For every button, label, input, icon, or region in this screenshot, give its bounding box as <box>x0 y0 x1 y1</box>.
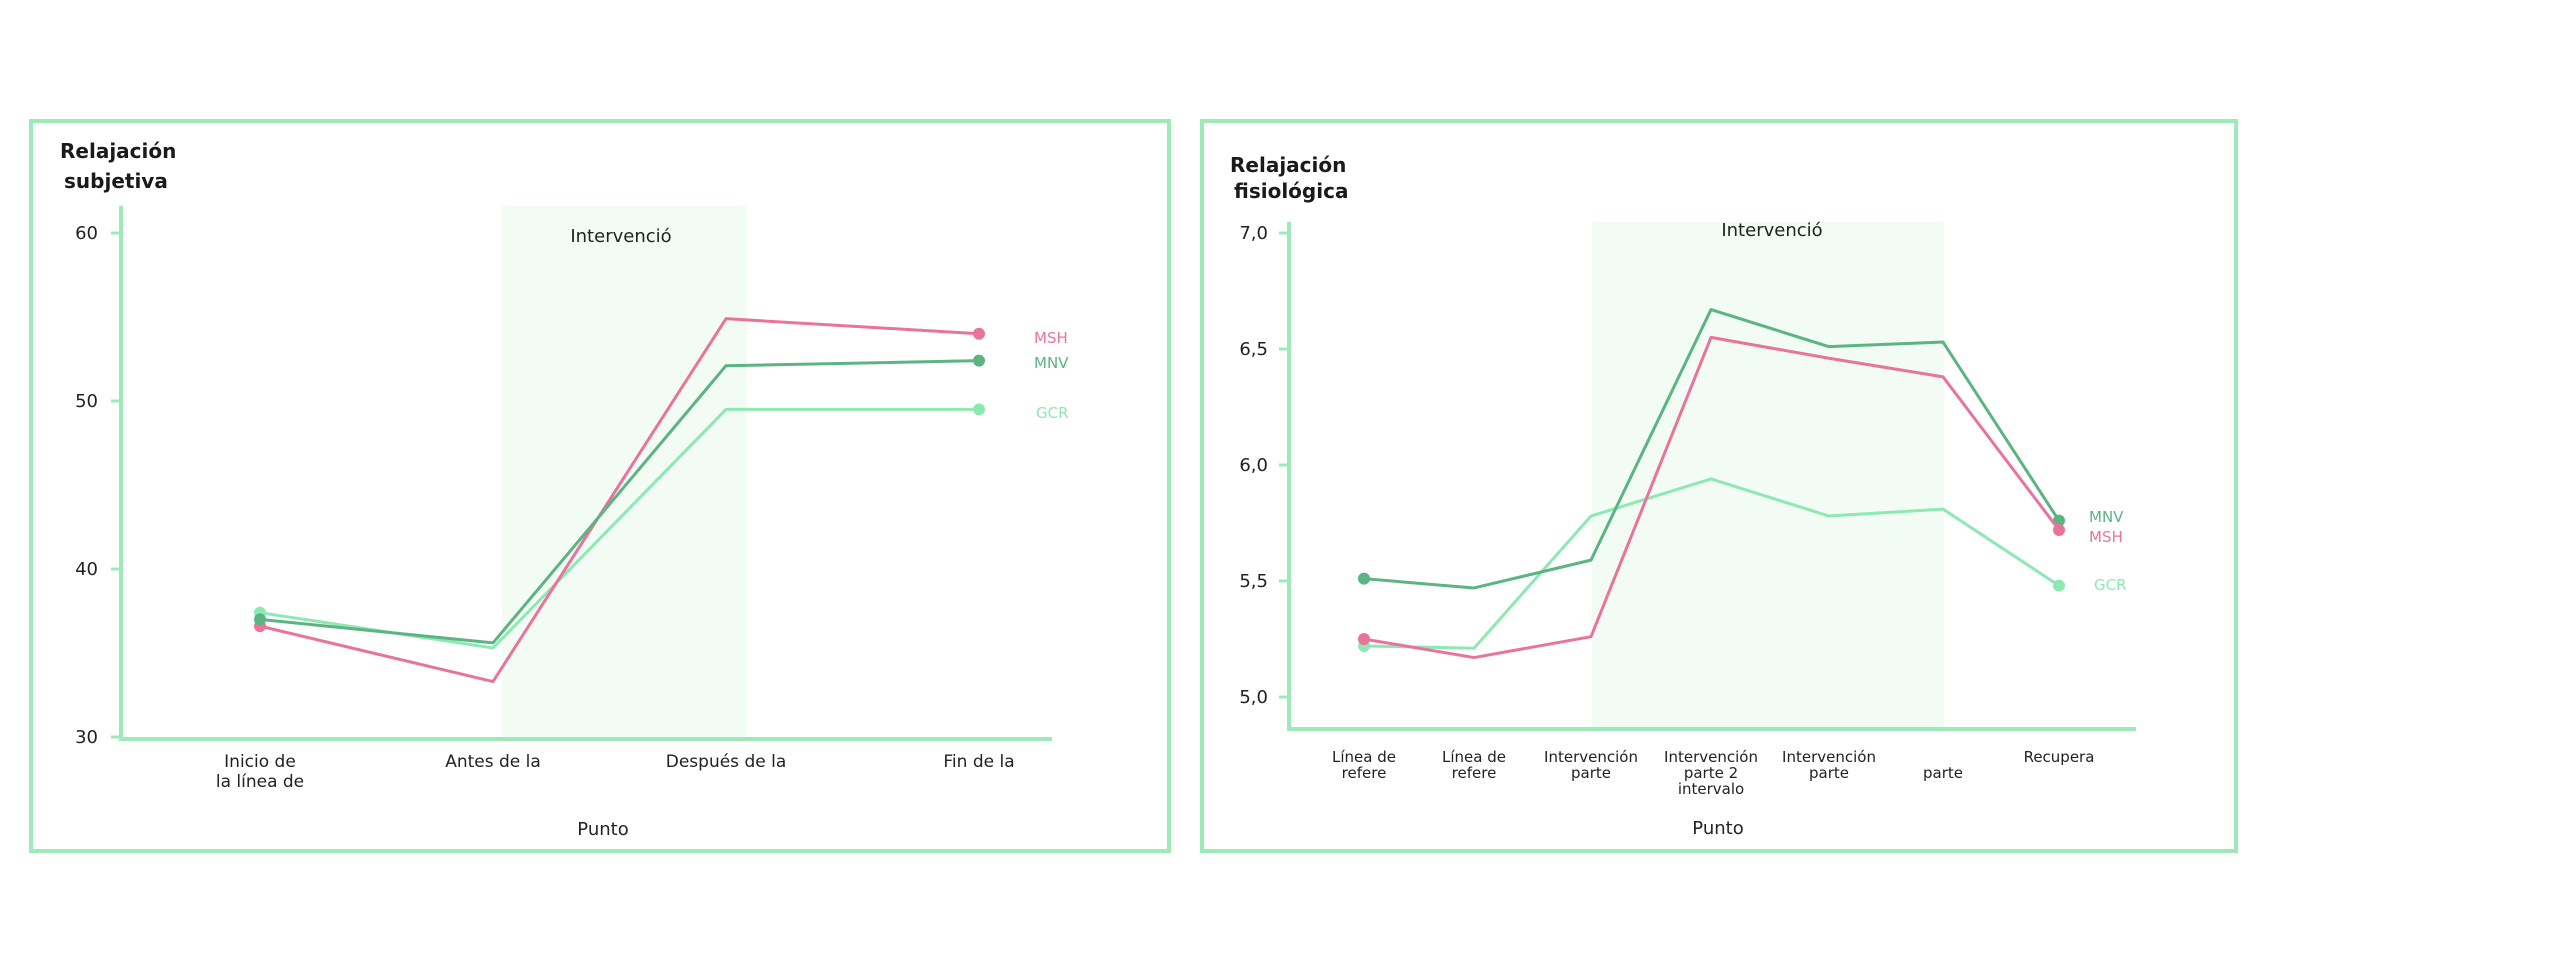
y-axis-title: fisiológica <box>1234 179 1348 203</box>
series-label-msh: MSH <box>2089 528 2123 546</box>
intervention-band <box>1592 222 1944 729</box>
data-point-gcr <box>2053 579 2065 592</box>
x-axis-title: Punto <box>1692 818 1743 839</box>
series-line-mnv <box>1363 308 2061 590</box>
data-point-mnv <box>254 613 266 626</box>
chart-2-frame <box>1200 119 2238 853</box>
data-point-msh <box>2053 523 2065 536</box>
data-point-mnv <box>1358 572 1370 585</box>
data-point-gcr <box>973 403 985 416</box>
y-tick-label: 50 <box>75 391 98 412</box>
y-tick-label: 5,5 <box>1239 571 1268 592</box>
x-tick-label: Intervención parte <box>1544 748 1638 782</box>
series-line-gcr <box>1363 477 2060 650</box>
intervention-label: Intervenció <box>1721 220 1822 241</box>
intervention-label: Intervenció <box>570 226 671 247</box>
chart-1: Intervenció 30 40 50 60 Relajación subjetiva In… <box>60 139 1069 840</box>
x-tick-label: parte <box>1923 764 1963 782</box>
x-tick-label: Línea de refere <box>1332 748 1396 782</box>
x-tick-label: Después de la <box>666 752 787 772</box>
series-label-mnv: MNV <box>2089 508 2124 526</box>
x-tick-label: Antes de la <box>445 752 541 772</box>
x-tick-label: Intervención parte <box>1782 748 1876 782</box>
y-axis-title: subjetiva <box>64 169 168 193</box>
x-tick-label: Inicio de la línea de <box>216 752 304 792</box>
series-line-mnv <box>259 359 980 645</box>
data-point-msh <box>973 327 985 340</box>
chart-2: Intervenció 5,0 5,5 6,0 6,5 7,0 Relajaciónfisi… <box>1230 153 2136 839</box>
x-tick-label: Fin de la <box>943 752 1014 772</box>
x-tick-label: Intervención parte 2 intervalo <box>1664 748 1758 798</box>
y-tick-label: 7,0 <box>1239 223 1268 244</box>
x-tick-label: Línea de refere <box>1442 748 1506 782</box>
x-tick-label: Recupera <box>2024 748 2095 766</box>
series-label-mnv: MNV <box>1034 354 1069 372</box>
series-label-msh: MSH <box>1034 329 1068 347</box>
data-point-msh <box>1358 633 1370 645</box>
series-line-msh <box>259 317 980 684</box>
series-label-gcr: GCR <box>1036 404 1069 422</box>
chart-1-frame <box>29 119 1171 853</box>
y-tick-label: 6,0 <box>1239 455 1268 476</box>
y-tick-label: 5,0 <box>1239 687 1268 708</box>
data-point-mnv <box>973 354 985 367</box>
series-label-gcr: GCR <box>2094 576 2127 594</box>
y-tick-label: 30 <box>75 727 98 748</box>
intervention-band <box>502 206 747 739</box>
y-axis-title: Relajación <box>60 139 176 163</box>
y-tick-label: 40 <box>75 559 98 580</box>
y-tick-label: 6,5 <box>1239 339 1268 360</box>
y-axis-title: Relajación <box>1230 153 1346 177</box>
y-tick-label: 60 <box>75 223 98 244</box>
x-axis-title: Punto <box>577 819 628 840</box>
series-line-msh <box>1363 335 2061 660</box>
